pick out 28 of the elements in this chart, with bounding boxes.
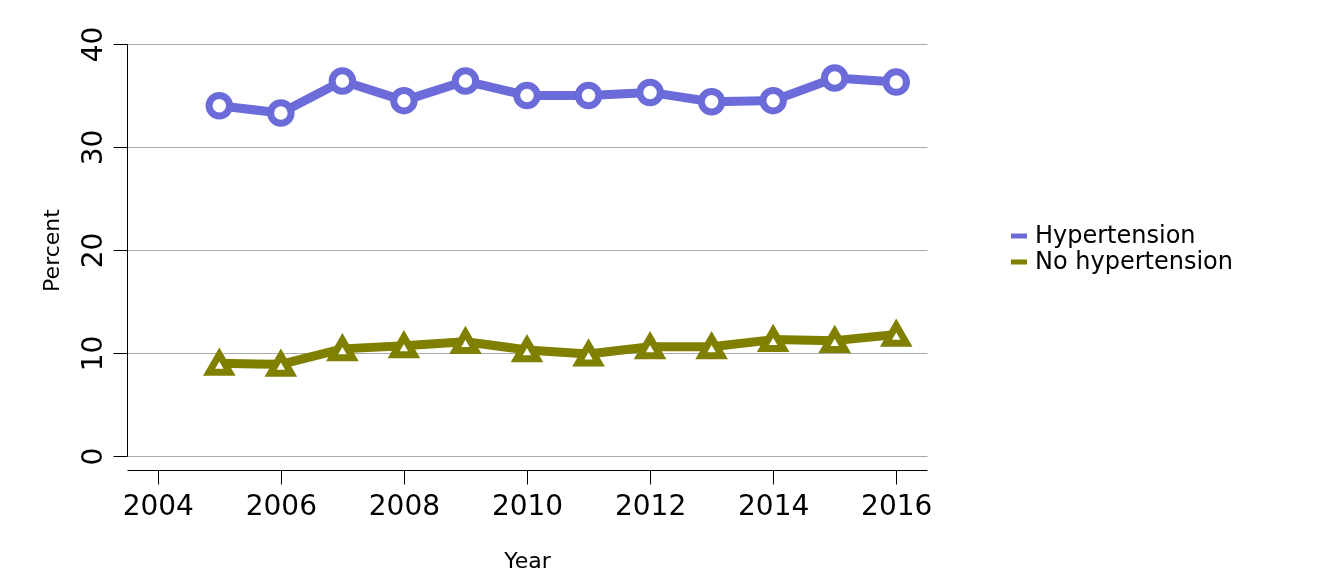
y-tick-label: 10 bbox=[75, 335, 109, 372]
point bbox=[759, 86, 787, 115]
x-axis-title: Year bbox=[503, 547, 552, 573]
legend-label: Hypertension bbox=[1035, 221, 1196, 249]
x-tick-label: 2004 bbox=[122, 488, 194, 522]
point bbox=[390, 86, 418, 115]
point bbox=[451, 67, 480, 95]
point bbox=[636, 78, 664, 107]
y-axis-title: Percent bbox=[38, 208, 64, 292]
y-tick-label: 40 bbox=[75, 26, 109, 63]
point bbox=[205, 92, 234, 120]
y-tick-label: 0 bbox=[75, 447, 109, 466]
x-tick-label: 2008 bbox=[368, 488, 441, 522]
x-tick-label: 2016 bbox=[861, 488, 933, 522]
y-tick-label: 20 bbox=[75, 232, 109, 269]
y-tick-label: 30 bbox=[75, 129, 109, 166]
point bbox=[267, 99, 295, 127]
legend-label: No hypertension bbox=[1035, 247, 1233, 275]
x-tick-label: 2014 bbox=[738, 488, 810, 522]
x-tick-label: 2010 bbox=[491, 488, 564, 522]
x-tick-label: 2012 bbox=[614, 488, 687, 522]
x-tick-label: 2006 bbox=[245, 488, 317, 522]
point bbox=[574, 81, 603, 110]
point bbox=[513, 81, 541, 110]
point bbox=[697, 87, 726, 116]
point bbox=[882, 68, 910, 96]
point bbox=[820, 64, 849, 92]
point bbox=[328, 67, 357, 95]
